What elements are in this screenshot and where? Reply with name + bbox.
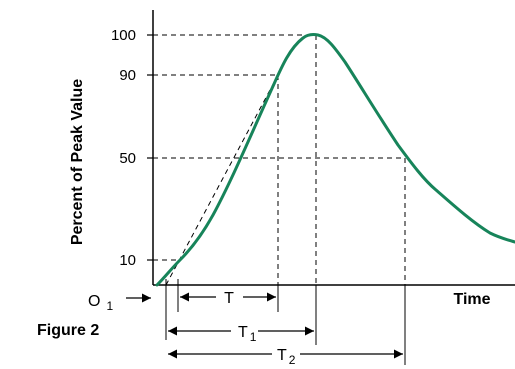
reference-lines xyxy=(153,34,406,286)
t-interval-label: T xyxy=(224,290,234,307)
y-tick-label-50: 50 xyxy=(119,150,136,167)
y-axis-label: Percent of Peak Value xyxy=(69,79,86,245)
rise-tangent-line xyxy=(165,74,279,286)
y-tick-label-90: 90 xyxy=(119,67,136,84)
y-tick-label-100: 100 xyxy=(111,27,136,44)
y-tick-label-10: 10 xyxy=(119,252,136,269)
figure-caption: Figure 2 xyxy=(37,322,99,339)
x-axis-label: Time xyxy=(453,291,490,308)
waveform-curve xyxy=(155,32,515,287)
